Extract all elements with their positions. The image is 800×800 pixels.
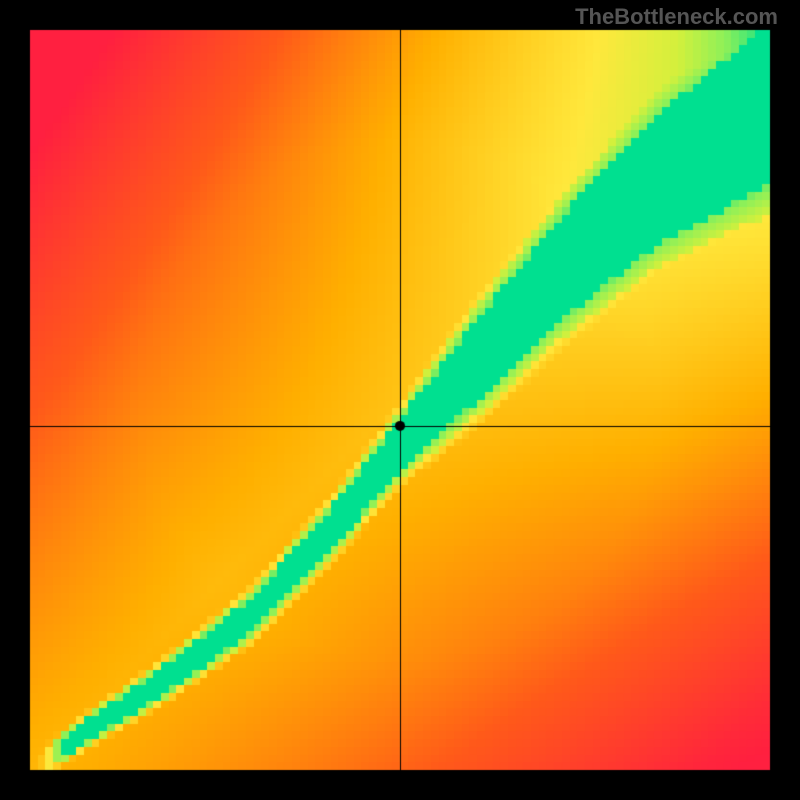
chart-container: TheBottleneck.com bbox=[0, 0, 800, 800]
source-watermark: TheBottleneck.com bbox=[575, 4, 778, 30]
bottleneck-heatmap bbox=[0, 0, 800, 800]
